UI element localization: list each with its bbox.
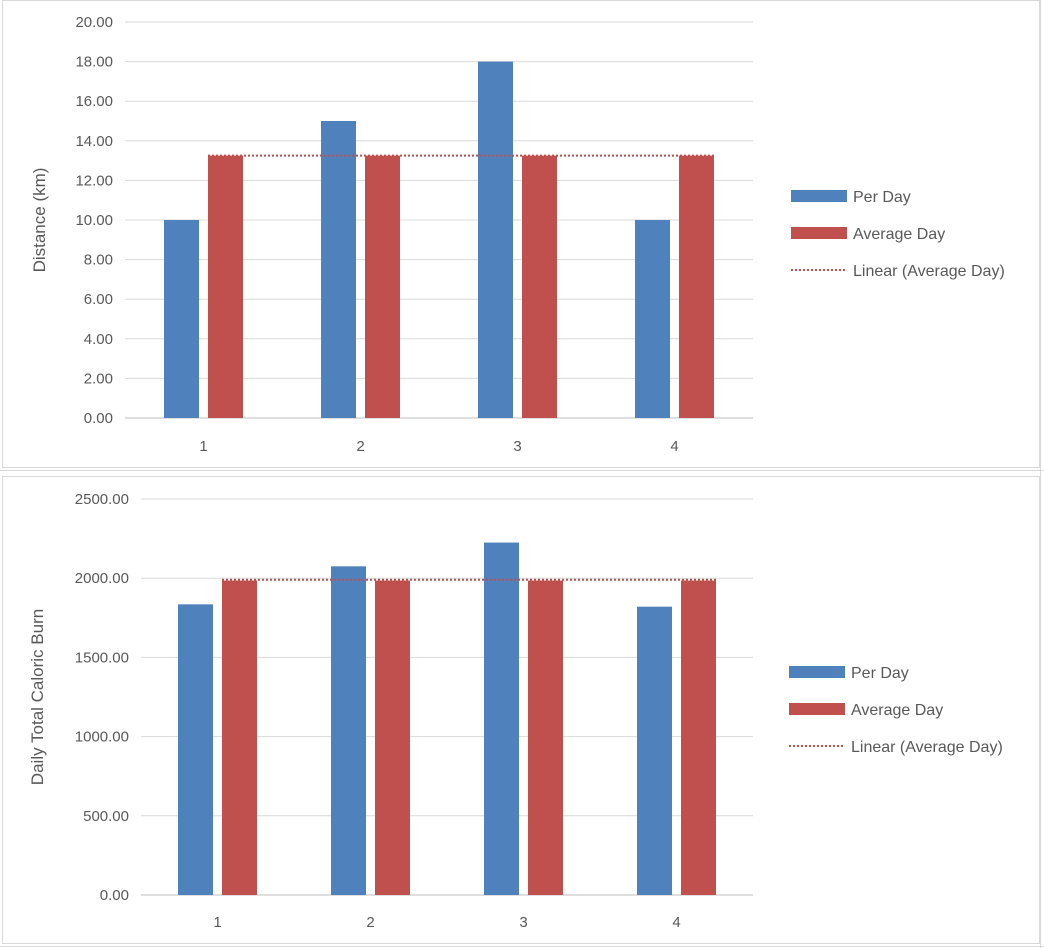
- legend-swatch: [791, 227, 847, 239]
- legend-label: Linear (Average Day): [851, 739, 1003, 756]
- sheet-gridline: [0, 946, 1044, 947]
- distance-chart[interactable]: 0.00 2.00 4.00 6.00 8.00 10.00 12.00 14.00 16.00…: [2, 0, 1040, 468]
- bar-per-day-1[interactable]: [164, 220, 199, 418]
- y-axis-title: Distance (km): [30, 168, 49, 273]
- y-tick-label: 1000.00: [75, 729, 129, 746]
- x-tick-label: 1: [213, 914, 221, 931]
- legend-label: Per Day: [851, 665, 909, 682]
- y-tick-label: 10.00: [75, 212, 113, 229]
- y-tick-label: 0.00: [100, 887, 129, 904]
- bar-per-day-2[interactable]: [331, 566, 366, 895]
- y-tick-label: 12.00: [75, 172, 113, 189]
- y-tick-label: 14.00: [75, 133, 113, 150]
- y-tick-label: 20.00: [75, 14, 113, 31]
- x-tick-label: 2: [356, 438, 364, 455]
- bar-average-day-3[interactable]: [528, 580, 563, 895]
- y-tick-label: 2500.00: [75, 491, 129, 508]
- legend-swatch: [791, 190, 847, 202]
- bar-average-day-2[interactable]: [375, 580, 410, 895]
- bar-per-day-3[interactable]: [484, 542, 519, 895]
- bar-average-day-4[interactable]: [679, 155, 714, 418]
- bar-per-day-1[interactable]: [178, 604, 213, 895]
- y-tick-label: 4.00: [84, 331, 113, 348]
- legend-label: Per Day: [853, 189, 911, 206]
- y-tick-label: 6.00: [84, 291, 113, 308]
- bar-per-day-2[interactable]: [321, 121, 356, 418]
- y-tick-label: 2000.00: [75, 570, 129, 587]
- bar-average-day-3[interactable]: [522, 155, 557, 418]
- legend-label: Linear (Average Day): [853, 263, 1005, 280]
- y-tick-label: 16.00: [75, 93, 113, 110]
- legend-label: Average Day: [853, 226, 945, 243]
- x-tick-label: 4: [672, 914, 680, 931]
- bar-per-day-3[interactable]: [478, 61, 513, 418]
- caloric-burn-chart[interactable]: 0.00 500.00 1000.00 1500.00 2000.00 2500.00 Da…: [2, 476, 1040, 944]
- legend-swatch: [789, 703, 845, 715]
- y-tick-label: 2.00: [84, 370, 113, 387]
- bar-average-day-4[interactable]: [681, 580, 716, 895]
- bar-per-day-4[interactable]: [635, 220, 670, 418]
- y-tick-label: 1500.00: [75, 649, 129, 666]
- sheet-gridline: [1040, 0, 1041, 948]
- x-tick-label: 3: [513, 438, 521, 455]
- y-tick-label: 500.00: [83, 808, 129, 825]
- x-tick-label: 3: [519, 914, 527, 931]
- bar-per-day-4[interactable]: [637, 606, 672, 895]
- legend-label: Average Day: [851, 702, 943, 719]
- bar-average-day-1[interactable]: [208, 155, 243, 418]
- bar-average-day-1[interactable]: [222, 580, 257, 895]
- y-axis-title: Daily Total Caloric Burn: [28, 609, 47, 785]
- y-tick-label: 18.00: [75, 54, 113, 71]
- legend-swatch: [789, 666, 845, 678]
- sheet-gridline: [0, 470, 1044, 471]
- x-tick-label: 2: [366, 914, 374, 931]
- x-tick-label: 4: [670, 438, 678, 455]
- bar-average-day-2[interactable]: [365, 155, 400, 418]
- distance-chart-svg: 0.00 2.00 4.00 6.00 8.00 10.00 12.00 14.00 16.00…: [30, 14, 1005, 455]
- x-tick-label: 1: [199, 438, 207, 455]
- y-tick-label: 8.00: [84, 252, 113, 269]
- caloric-burn-chart-svg: 0.00 500.00 1000.00 1500.00 2000.00 2500.00 Da…: [28, 491, 1003, 931]
- y-tick-label: 0.00: [84, 410, 113, 427]
